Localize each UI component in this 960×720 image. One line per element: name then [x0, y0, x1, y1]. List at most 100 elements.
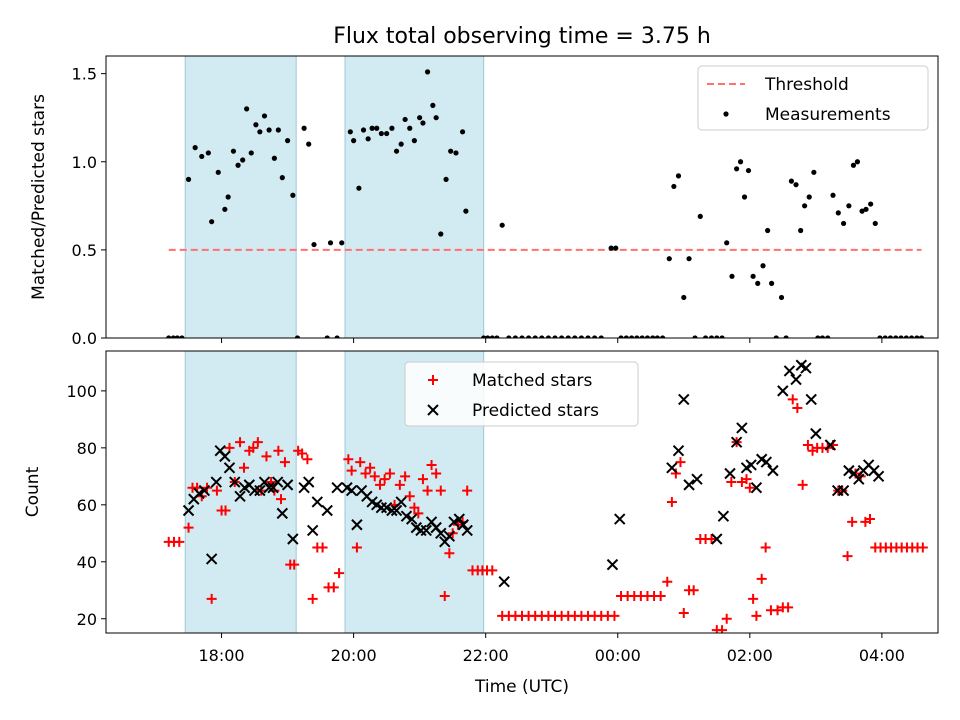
matched-point — [462, 485, 473, 496]
matched-point — [422, 485, 433, 496]
matched-point — [847, 516, 858, 527]
measurement-point — [240, 157, 246, 163]
legend-label: Predicted stars — [472, 401, 599, 421]
matched-point — [343, 454, 354, 465]
legend-box — [404, 361, 639, 427]
matched-point — [307, 593, 318, 604]
matched-point — [183, 522, 194, 533]
measurement-point — [565, 335, 571, 338]
matched-point — [328, 582, 339, 593]
measurement-point — [266, 127, 272, 133]
predicted-point — [730, 436, 743, 448]
matched-point — [404, 491, 415, 502]
predicted-point — [691, 473, 703, 485]
matched-point — [431, 468, 442, 479]
matched-point — [678, 608, 689, 619]
predicted-point — [457, 519, 469, 531]
matched-point — [439, 590, 450, 601]
matched-point — [261, 451, 272, 462]
measurement-point — [339, 240, 345, 246]
predicted-point — [210, 476, 222, 488]
ratio-panel: 0.0 0.5 1.0 1.5 Matched/Predicted stars Thres… — [29, 55, 939, 348]
predicted-point — [750, 482, 763, 494]
measurement-point — [170, 335, 176, 338]
predicted-point — [400, 510, 413, 522]
measurement-point — [903, 335, 909, 338]
matched-point — [444, 548, 455, 559]
predicted-point — [406, 513, 418, 525]
y-tick-label: 1.5 — [72, 65, 97, 84]
predicted-point — [303, 476, 315, 488]
predicted-point — [386, 504, 398, 517]
matched-point — [717, 625, 728, 633]
predicted-point — [263, 482, 275, 494]
y-axis-label: Count — [23, 466, 43, 517]
predicted-point — [777, 385, 789, 397]
measurement-point — [275, 127, 281, 133]
measurement-point — [778, 294, 785, 301]
measurement-point — [578, 335, 585, 338]
predicted-point — [182, 504, 195, 517]
predicted-point — [443, 530, 456, 542]
measurement-point — [398, 141, 404, 147]
measurement-point — [384, 130, 390, 137]
measurement-point — [347, 129, 353, 135]
predicted-point — [724, 467, 736, 480]
measurement-point — [798, 227, 804, 234]
measurement-point — [773, 335, 779, 338]
measurement-point — [166, 335, 172, 338]
predicted-point — [853, 473, 865, 485]
measurement-point — [788, 178, 795, 184]
measurement-point — [545, 335, 552, 338]
x-tick-label: 20:00 — [331, 646, 377, 665]
measurement-point — [755, 280, 761, 286]
matched-point — [369, 471, 380, 482]
measurement-point — [506, 335, 512, 338]
measurement-point — [592, 335, 598, 338]
predicted-point — [790, 373, 802, 386]
measurement-point — [908, 335, 915, 338]
matched-point — [751, 610, 762, 621]
measurement-point — [526, 335, 532, 338]
measurement-point — [539, 335, 545, 338]
predicted-point — [810, 427, 822, 440]
predicted-point — [390, 504, 403, 517]
predicted-point — [711, 533, 723, 545]
predicted-point — [420, 524, 432, 537]
predicted-point — [287, 533, 299, 545]
matched-point — [273, 445, 284, 456]
series-predicted-stars — [182, 359, 885, 588]
predicted-point — [614, 513, 626, 525]
legend-box — [697, 65, 929, 131]
predicted-point — [271, 476, 284, 488]
measurement-point — [369, 125, 375, 131]
measurement-point — [745, 167, 752, 174]
measurement-point — [681, 294, 687, 301]
legend-label: Measurements — [765, 105, 891, 125]
y-axis-label: Matched/Predicted stars — [29, 94, 49, 300]
matched-point — [670, 468, 681, 479]
measurement-point — [179, 335, 185, 338]
predicted-point — [824, 439, 837, 451]
matched-point — [239, 462, 250, 473]
matched-point — [787, 394, 798, 405]
measurement-point — [443, 176, 449, 182]
matched-point — [783, 602, 794, 613]
measurement-point — [675, 173, 682, 179]
measurement-point — [230, 148, 237, 154]
predicted-point — [276, 507, 289, 520]
matched-point — [297, 448, 308, 459]
y-tick-label: 0.5 — [72, 241, 97, 260]
measurement-point — [806, 194, 812, 200]
measurement-point — [261, 113, 268, 119]
measurement-point — [572, 335, 578, 338]
matched-point — [797, 479, 808, 490]
measurement-point — [802, 203, 808, 209]
measurement-point — [453, 150, 459, 156]
legend: Threshold Measurements — [697, 65, 929, 131]
measurement-point — [737, 159, 744, 165]
measurement-point — [686, 256, 692, 262]
measurement-point — [893, 335, 899, 338]
measurement-point — [666, 256, 672, 262]
measurement-point — [825, 335, 831, 338]
